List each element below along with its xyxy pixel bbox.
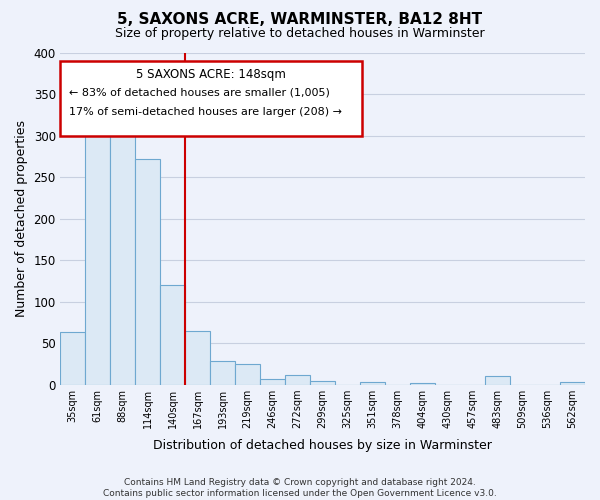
Bar (485, 376, 510, 384)
Text: ← 83% of detached houses are smaller (1,005): ← 83% of detached houses are smaller (1,… (69, 88, 330, 98)
Bar (560, 382, 585, 384)
Y-axis label: Number of detached properties: Number of detached properties (15, 120, 28, 317)
Text: 5, SAXONS ACRE, WARMINSTER, BA12 8HT: 5, SAXONS ACRE, WARMINSTER, BA12 8HT (118, 12, 482, 28)
Bar (185, 330, 210, 384)
Bar (360, 382, 385, 384)
Bar (210, 360, 235, 384)
Bar (85, 134, 110, 384)
Bar (310, 382, 335, 384)
Bar (410, 383, 435, 384)
Bar (60, 332, 85, 384)
Bar (285, 375, 310, 384)
FancyBboxPatch shape (60, 61, 362, 136)
Text: 17% of semi-detached houses are larger (208) →: 17% of semi-detached houses are larger (… (69, 108, 342, 118)
X-axis label: Distribution of detached houses by size in Warminster: Distribution of detached houses by size … (153, 440, 492, 452)
Text: 5 SAXONS ACRE: 148sqm: 5 SAXONS ACRE: 148sqm (136, 68, 286, 82)
Bar (110, 110, 135, 384)
Bar (260, 379, 285, 384)
Bar (135, 159, 160, 384)
Bar (235, 364, 260, 384)
Text: Contains HM Land Registry data © Crown copyright and database right 2024.
Contai: Contains HM Land Registry data © Crown c… (103, 478, 497, 498)
Bar (160, 285, 185, 384)
Text: Size of property relative to detached houses in Warminster: Size of property relative to detached ho… (115, 28, 485, 40)
